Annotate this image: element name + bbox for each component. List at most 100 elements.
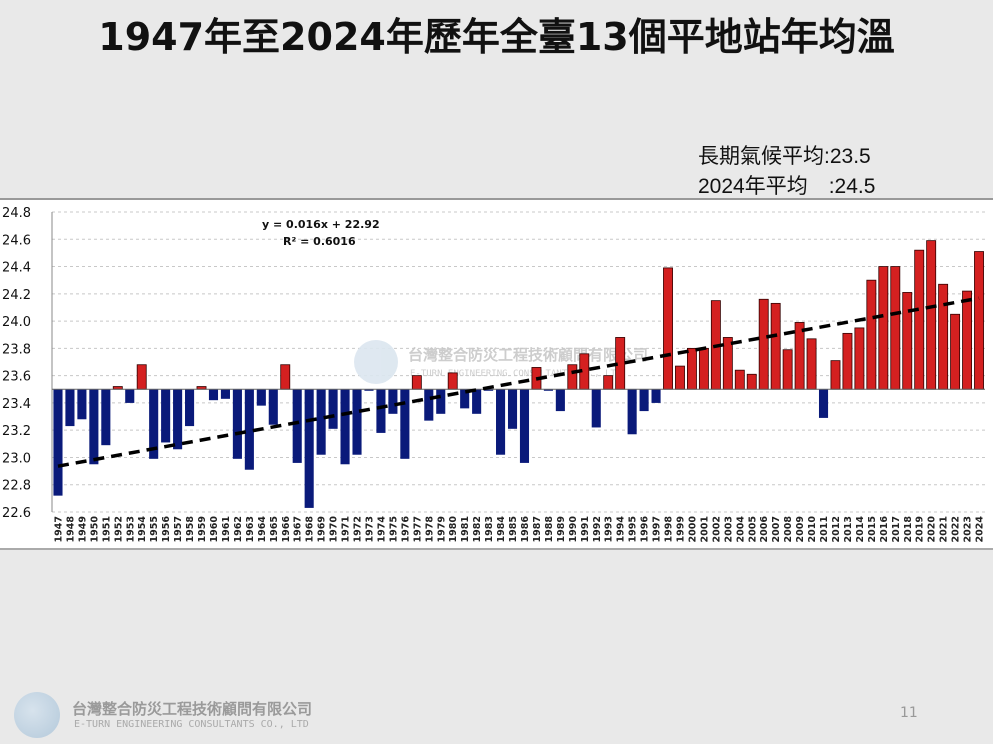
bar-2013 — [842, 332, 853, 390]
bar-2017 — [890, 266, 901, 390]
x-tick-label: 2023 — [963, 516, 974, 542]
bar-1948 — [65, 389, 75, 427]
x-tick-label: 1969 — [317, 516, 328, 542]
bar-2009 — [794, 322, 805, 390]
bar-2019 — [914, 249, 925, 390]
x-tick-label: 2009 — [795, 516, 806, 542]
x-tick-label: 1949 — [77, 516, 88, 542]
x-tick-label: 1978 — [424, 516, 435, 543]
y-tick-label: 23.2 — [2, 424, 31, 439]
temperature-bar-chart: 台灣整合防災工程技術顧問有限公司 E-TURN ENGINEERING CONS… — [2, 206, 985, 543]
y-tick-label: 24.2 — [2, 288, 31, 303]
bar-1998 — [663, 267, 673, 390]
bar-2006 — [758, 298, 769, 390]
bar-1968 — [304, 389, 314, 508]
x-tick-label: 2001 — [699, 516, 710, 542]
x-tick-label: 2019 — [915, 516, 926, 542]
x-tick-label: 2000 — [687, 516, 698, 543]
bar-1993 — [603, 375, 614, 390]
x-tick-label: 1967 — [293, 516, 304, 542]
bar-2015 — [866, 279, 877, 390]
year-2024-average-note: 2024年平均 :24.5 — [698, 175, 876, 198]
bar-1956 — [161, 389, 171, 443]
bar-1964 — [256, 389, 266, 406]
x-tick-label: 1982 — [472, 516, 483, 542]
bar-1975 — [388, 389, 398, 414]
x-tick-label: 1973 — [364, 516, 375, 542]
x-tick-label: 2016 — [879, 516, 890, 543]
x-tick-label: 1956 — [161, 516, 172, 543]
x-tick-label: 1957 — [173, 516, 184, 542]
bar-1980 — [447, 372, 458, 390]
bar-2003 — [722, 337, 733, 390]
page-title: 1947年至2024年歷年全臺13個平地站年均溫 — [98, 15, 895, 59]
x-tick-label: 1991 — [580, 516, 591, 542]
bar-1997 — [651, 389, 661, 403]
y-tick-label: 23.4 — [2, 397, 31, 412]
bar-2023 — [962, 290, 973, 390]
bar-1973 — [364, 389, 374, 391]
bar-1947 — [53, 389, 63, 496]
x-tick-label: 1947 — [53, 516, 64, 542]
x-tick-label: 1974 — [376, 516, 387, 543]
x-tick-label: 2017 — [891, 516, 902, 542]
x-tick-label: 1948 — [65, 516, 76, 543]
x-tick-label: 2020 — [927, 516, 938, 543]
x-tick-label: 1985 — [508, 516, 519, 542]
x-tick-label: 1966 — [281, 516, 292, 543]
bar-1979 — [436, 389, 446, 414]
bar-1990 — [567, 364, 578, 390]
bar-1974 — [376, 389, 386, 433]
y-tick-label: 24.6 — [2, 233, 31, 248]
y-tick-label: 23.0 — [2, 451, 31, 466]
x-tick-label: 1980 — [448, 516, 459, 543]
bar-2022 — [950, 313, 961, 390]
x-tick-label: 2005 — [747, 516, 758, 542]
bar-1962 — [232, 389, 242, 459]
x-tick-label: 1992 — [592, 516, 603, 542]
bar-1972 — [352, 389, 362, 455]
x-tick-label: 2018 — [903, 516, 914, 543]
x-tick-label: 1995 — [628, 516, 639, 542]
bar-1988 — [543, 389, 553, 391]
x-tick-label: 1979 — [436, 516, 447, 542]
bar-1953 — [125, 389, 135, 403]
y-tick-label: 23.8 — [2, 342, 31, 357]
bar-1957 — [173, 389, 183, 450]
y-tick-label: 24.4 — [2, 261, 31, 276]
x-tick-label: 1961 — [221, 516, 232, 542]
x-tick-label: 1955 — [149, 516, 160, 542]
x-tick-label: 2011 — [819, 516, 830, 542]
bar-2012 — [830, 360, 841, 390]
y-tick-label: 22.8 — [2, 479, 31, 494]
bar-2011 — [818, 389, 829, 418]
bar-2000 — [686, 347, 697, 390]
bar-1955 — [149, 389, 159, 459]
x-tick-label: 1990 — [568, 516, 579, 543]
x-tick-label: 1998 — [664, 516, 675, 543]
x-tick-label: 2010 — [807, 516, 818, 543]
x-tick-label: 1953 — [125, 516, 136, 542]
x-tick-label: 1952 — [113, 516, 124, 542]
bar-1983 — [484, 389, 494, 391]
trend-equation: y = 0.016x + 22.92 — [262, 218, 380, 231]
x-tick-label: 1950 — [89, 516, 100, 543]
x-tick-label: 1993 — [604, 516, 615, 542]
x-tick-label: 1963 — [245, 516, 256, 542]
x-tick-label: 1959 — [197, 516, 208, 542]
bar-1970 — [328, 389, 338, 429]
x-tick-label: 1970 — [329, 516, 340, 543]
watermark-company-cn: 台灣整合防災工程技術顧問有限公司 — [408, 346, 648, 364]
x-tick-label: 2022 — [951, 516, 962, 542]
x-tick-label: 1989 — [556, 516, 567, 542]
bar-2024 — [974, 251, 984, 390]
bar-1977 — [411, 375, 422, 390]
bar-1999 — [675, 365, 685, 390]
x-tick-label: 2004 — [735, 516, 746, 543]
chart-panel: 台灣整合防災工程技術顧問有限公司 E-TURN ENGINEERING CONS… — [0, 198, 993, 550]
x-tick-label: 1964 — [257, 516, 268, 543]
bar-1992 — [591, 389, 601, 428]
bar-1982 — [472, 389, 482, 414]
x-tick-label: 1954 — [137, 516, 148, 543]
y-tick-label: 24.0 — [2, 315, 31, 330]
